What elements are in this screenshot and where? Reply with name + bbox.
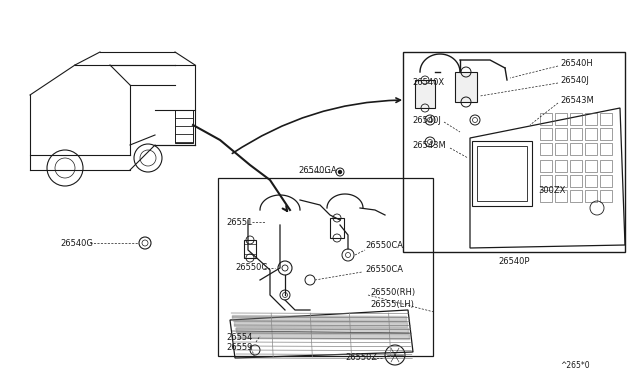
Text: 26551: 26551 bbox=[226, 218, 252, 227]
Text: 26540GA: 26540GA bbox=[298, 166, 337, 174]
Bar bbox=[555, 128, 567, 140]
Text: 26543M: 26543M bbox=[560, 96, 594, 105]
Bar bbox=[540, 160, 552, 172]
Bar bbox=[570, 128, 582, 140]
Bar bbox=[570, 113, 582, 125]
Bar bbox=[540, 143, 552, 155]
Bar bbox=[555, 160, 567, 172]
Text: 26540X: 26540X bbox=[412, 77, 444, 87]
Text: 26540G: 26540G bbox=[60, 238, 93, 247]
Bar bbox=[477, 146, 527, 201]
Bar bbox=[455, 72, 477, 102]
Bar bbox=[540, 175, 552, 187]
Text: 26559: 26559 bbox=[226, 343, 252, 352]
Bar bbox=[472, 141, 532, 206]
Text: 26550C: 26550C bbox=[235, 263, 268, 273]
Bar bbox=[585, 160, 597, 172]
Bar bbox=[585, 190, 597, 202]
Bar bbox=[540, 128, 552, 140]
Bar bbox=[600, 160, 612, 172]
Bar bbox=[570, 190, 582, 202]
Bar bbox=[600, 128, 612, 140]
Bar bbox=[330, 218, 344, 238]
Bar bbox=[555, 113, 567, 125]
Text: 26540J: 26540J bbox=[560, 76, 589, 84]
Bar bbox=[585, 128, 597, 140]
Bar bbox=[600, 190, 612, 202]
Bar bbox=[600, 175, 612, 187]
Text: 26540H: 26540H bbox=[560, 58, 593, 67]
Bar bbox=[540, 113, 552, 125]
Text: 26550CA: 26550CA bbox=[365, 241, 403, 250]
Text: 26555(LH): 26555(LH) bbox=[370, 301, 414, 310]
Text: ^265*0: ^265*0 bbox=[560, 360, 589, 369]
Bar bbox=[585, 143, 597, 155]
Text: 26550(RH): 26550(RH) bbox=[370, 288, 415, 296]
Bar bbox=[244, 240, 256, 258]
Text: 26554: 26554 bbox=[226, 334, 252, 343]
Bar bbox=[555, 143, 567, 155]
Text: 26540J: 26540J bbox=[412, 115, 441, 125]
Bar bbox=[540, 190, 552, 202]
Bar bbox=[403, 52, 625, 252]
Bar bbox=[570, 175, 582, 187]
Bar bbox=[555, 175, 567, 187]
Text: 26540P: 26540P bbox=[498, 257, 529, 266]
Bar bbox=[218, 178, 433, 356]
Bar bbox=[415, 80, 435, 108]
Bar bbox=[555, 190, 567, 202]
Bar bbox=[585, 113, 597, 125]
Bar bbox=[570, 160, 582, 172]
Bar bbox=[600, 113, 612, 125]
Bar bbox=[175, 110, 193, 143]
Bar bbox=[570, 143, 582, 155]
Bar bbox=[600, 143, 612, 155]
Text: 300ZX: 300ZX bbox=[538, 186, 565, 195]
Text: 26550CA: 26550CA bbox=[365, 266, 403, 275]
Bar bbox=[585, 175, 597, 187]
Text: 26543M: 26543M bbox=[412, 141, 445, 150]
Circle shape bbox=[339, 170, 342, 173]
Text: 26550Z: 26550Z bbox=[345, 353, 377, 362]
